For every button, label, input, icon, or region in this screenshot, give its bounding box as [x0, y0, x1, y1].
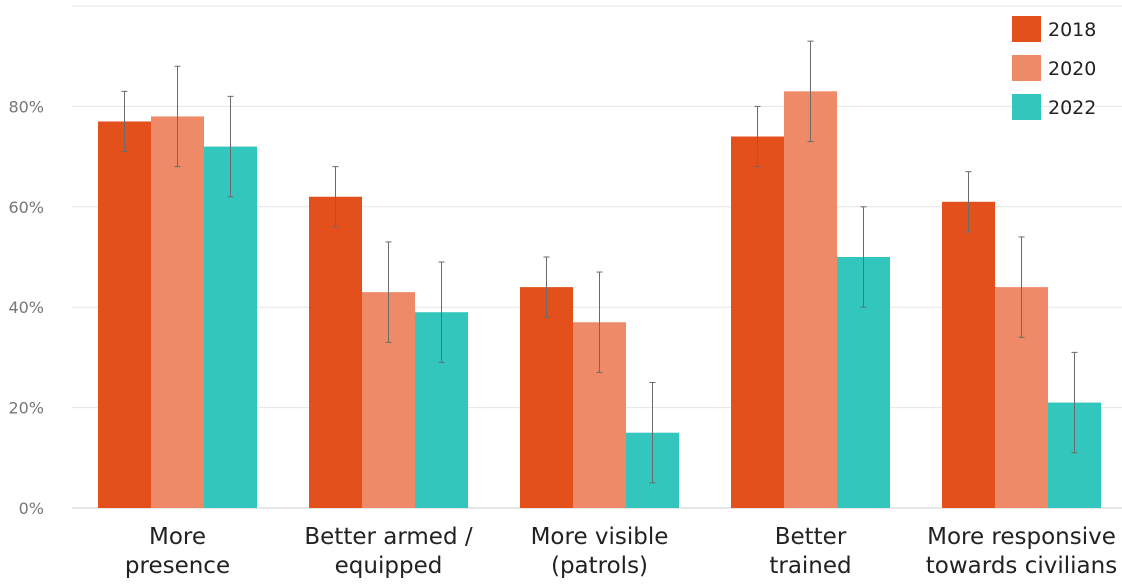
legend: 2018 2020 2022	[1012, 16, 1096, 120]
legend-label-2022: 2022	[1048, 97, 1096, 119]
category-label: More visible	[531, 524, 669, 550]
y-tick-label: 80%	[8, 97, 44, 116]
category-label: presence	[125, 553, 230, 579]
category-label: trained	[769, 553, 851, 579]
category-label: More responsive	[927, 524, 1116, 550]
legend-label-2020: 2020	[1048, 58, 1096, 80]
y-tick-label: 60%	[8, 198, 44, 217]
legend-swatch-2022	[1012, 94, 1041, 120]
bar-2018	[520, 287, 573, 508]
bar-2018	[309, 196, 362, 508]
y-tick-label: 0%	[19, 499, 44, 518]
y-tick-label: 40%	[8, 298, 44, 317]
category-label: equipped	[335, 553, 443, 579]
bar-2018	[942, 201, 995, 508]
bar-2018	[731, 136, 784, 508]
legend-swatch-2018	[1012, 16, 1041, 42]
category-label: Better armed /	[304, 524, 472, 550]
bar-2020	[784, 91, 837, 508]
bar-2020	[151, 116, 204, 508]
bar-2022	[204, 146, 257, 508]
x-axis-category-labels: More presence Better armed / equipped More v…	[125, 524, 1117, 579]
category-label: Better	[775, 524, 847, 550]
error-bars	[121, 40, 1078, 484]
legend-swatch-2020	[1012, 55, 1041, 81]
category-label: (patrols)	[551, 553, 648, 579]
y-tick-label: 20%	[8, 399, 44, 418]
category-label: towards civilians	[926, 553, 1117, 579]
legend-label-2018: 2018	[1048, 19, 1096, 41]
bars	[98, 91, 1101, 509]
y-axis-tick-labels: 0% 20% 40% 60% 80%	[8, 97, 44, 518]
category-label: More	[149, 524, 206, 550]
bar-2018	[98, 121, 151, 509]
